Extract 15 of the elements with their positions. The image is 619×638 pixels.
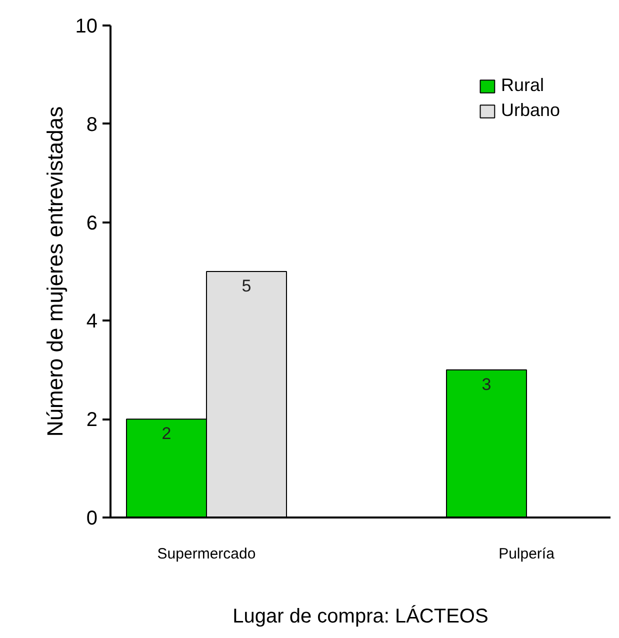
x-axis-title: Lugar de compra: LÁCTEOS <box>232 604 488 628</box>
y-tick-label: 6 <box>86 212 98 234</box>
data-label: 5 <box>242 276 252 296</box>
legend-label: Rural <box>500 75 544 96</box>
y-tick-label: 10 <box>75 16 98 38</box>
x-tick-label: Supermercado <box>157 546 256 562</box>
y-tick-label: 2 <box>86 409 98 432</box>
legend-label: Urbano <box>500 100 560 121</box>
data-label: 2 <box>162 424 172 444</box>
y-tick-label: 0 <box>86 508 98 530</box>
x-tick-label: Pulpería <box>498 546 556 562</box>
y-tick-label: 8 <box>86 114 98 136</box>
y-axis-title: Número de mujeres entrevistadas <box>42 106 68 437</box>
y-tick-label: 4 <box>86 310 98 333</box>
data-label: 3 <box>482 374 492 394</box>
